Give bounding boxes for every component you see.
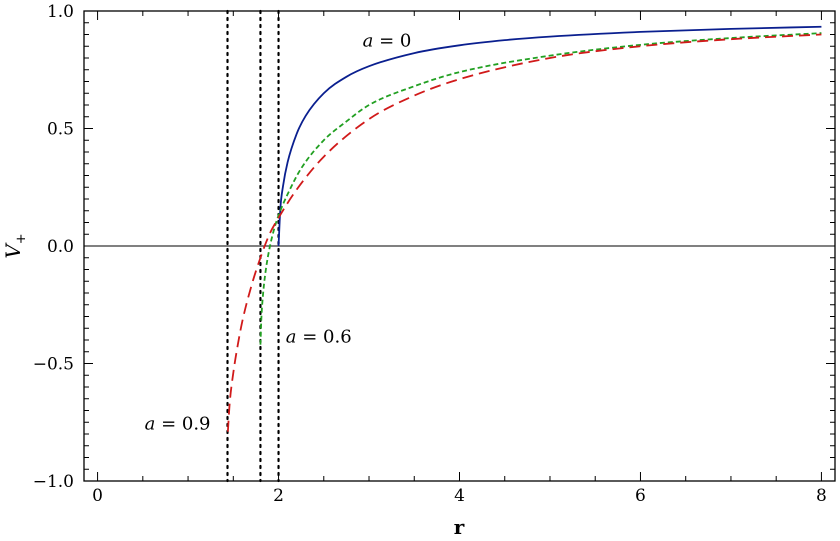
y-axis-title-sub: + — [14, 233, 29, 244]
annotations: a = 0a = 0.6a = 0.9 — [145, 30, 412, 434]
x-tick-label: 6 — [635, 486, 646, 506]
y-axis-title: V+ — [1, 233, 29, 258]
tick-labels: 0 2 4 6 8 −1.0 −0.5 0.0 0.5 1.0 — [33, 2, 827, 506]
y-tick-label: 0.0 — [47, 237, 74, 257]
annotation-var: a — [286, 326, 297, 347]
series-line-2 — [226, 33, 822, 432]
annotation-value: = 0.6 — [297, 326, 352, 347]
x-axis-title: r — [454, 515, 465, 539]
annotation-value: = 0.9 — [155, 413, 210, 434]
x-tick-label: 0 — [92, 486, 103, 506]
annotation-value: = 0 — [373, 30, 411, 51]
y-tick-label: −1.0 — [33, 472, 74, 492]
y-tick-label: 1.0 — [47, 2, 74, 22]
curve-annotation: a = 0.9 — [145, 413, 211, 434]
vertical-lines — [226, 9, 280, 483]
x-tick-label: 4 — [454, 486, 465, 506]
series-line-1 — [259, 32, 822, 345]
plot-area: a = 0a = 0.6a = 0.9 0 2 4 6 8−1.0−0.50.00.51… — [33, 2, 836, 506]
annotation-var: a — [363, 30, 374, 51]
curve-annotation: a = 0.6 — [286, 326, 352, 347]
y-axis-title-main: V — [1, 242, 25, 259]
series-group — [226, 25, 822, 432]
y-tick-label: 0.5 — [47, 120, 74, 140]
curve-annotation: a = 0 — [363, 30, 412, 51]
x-tick-label: 8 — [816, 486, 827, 506]
x-tick-label: 2 — [273, 486, 284, 506]
y-tick-label: −0.5 — [33, 355, 74, 375]
annotation-var: a — [145, 413, 156, 434]
series-line-0 — [277, 25, 822, 247]
